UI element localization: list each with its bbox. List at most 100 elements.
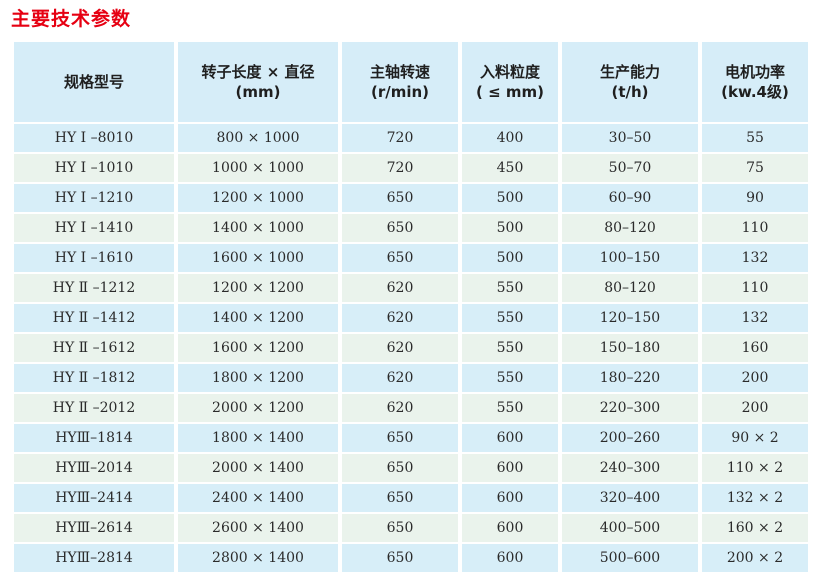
table-cell: 650	[342, 544, 458, 572]
table-cell: 650	[342, 214, 458, 242]
table-row: HYⅢ–2414 2400 × 1400 650 600 320–400 132 × 2	[14, 484, 808, 512]
table-cell: 550	[462, 274, 558, 302]
table-cell: 200	[702, 364, 808, 392]
table-cell: 620	[342, 334, 458, 362]
table-cell: 150–180	[562, 334, 698, 362]
table-cell: 550	[462, 364, 558, 392]
table-row: HY Ⅱ –1612 1600 × 1200 620 550 150–180 160	[14, 334, 808, 362]
table-row: HYⅢ–1814 1800 × 1400 650 600 200–260 90 × 2	[14, 424, 808, 452]
table-header: 规格型号 转子长度 × 直径 (mm) 主轴转速 (r/min) 入料粒度 ( …	[14, 42, 808, 122]
table-cell: 220–300	[562, 394, 698, 422]
column-label: 规格型号	[63, 72, 124, 91]
column-header-capacity: 生产能力 (t/h)	[562, 42, 698, 122]
table-row: HY Ⅱ –1212 1200 × 1200 620 550 80–120 110	[14, 274, 808, 302]
table-body: HY Ⅰ –8010 800 × 1000 720 400 30–50 55 HY Ⅰ –1…	[14, 124, 808, 572]
table-cell: HYⅢ–2414	[14, 484, 174, 512]
table-cell: 90	[702, 184, 808, 212]
table-cell: 650	[342, 514, 458, 542]
table-cell: 600	[462, 454, 558, 482]
table-cell: 1400 × 1200	[178, 304, 338, 332]
table-row: HY Ⅱ –1412 1400 × 1200 620 550 120–150 132	[14, 304, 808, 332]
table-cell: 2000 × 1200	[178, 394, 338, 422]
table-cell: HY Ⅰ –1410	[14, 214, 174, 242]
table-cell: 1200 × 1200	[178, 274, 338, 302]
table-cell: 200–260	[562, 424, 698, 452]
table-row: HY Ⅰ –1610 1600 × 1000 650 500 100–150 132	[14, 244, 808, 272]
table-cell: 650	[342, 424, 458, 452]
column-unit: (mm)	[235, 83, 281, 101]
table-cell: HYⅢ–2014	[14, 454, 174, 482]
table-cell: 600	[462, 484, 558, 512]
table-cell: 240–300	[562, 454, 698, 482]
table-cell: 500	[462, 184, 558, 212]
table-cell: 110	[702, 214, 808, 242]
column-header-rotor-size: 转子长度 × 直径 (mm)	[178, 42, 338, 122]
table-cell: 1000 × 1000	[178, 154, 338, 182]
table-row: HYⅢ–2014 2000 × 1400 650 600 240–300 110 × 2	[14, 454, 808, 482]
table-cell: 620	[342, 304, 458, 332]
column-label: 入料粒度	[479, 62, 540, 81]
table-cell: 200 × 2	[702, 544, 808, 572]
table-cell: HY Ⅰ –1010	[14, 154, 174, 182]
table-row: HY Ⅱ –2012 2000 × 1200 620 550 220–300 200	[14, 394, 808, 422]
table-cell: 2600 × 1400	[178, 514, 338, 542]
table-cell: 600	[462, 514, 558, 542]
table-cell: HY Ⅱ –1412	[14, 304, 174, 332]
column-label: 主轴转速	[369, 62, 430, 81]
table-row: HY Ⅰ –1410 1400 × 1000 650 500 80–120 110	[14, 214, 808, 242]
column-header-spindle-speed: 主轴转速 (r/min)	[342, 42, 458, 122]
header-row: 规格型号 转子长度 × 直径 (mm) 主轴转速 (r/min) 入料粒度 ( …	[14, 42, 808, 122]
table-cell: 450	[462, 154, 558, 182]
table-cell: 90 × 2	[702, 424, 808, 452]
table-cell: 500–600	[562, 544, 698, 572]
table-cell: 800 × 1000	[178, 124, 338, 152]
table-cell: 720	[342, 124, 458, 152]
table-cell: HY Ⅱ –1812	[14, 364, 174, 392]
table-cell: 1800 × 1200	[178, 364, 338, 392]
table-cell: 110 × 2	[702, 454, 808, 482]
table-cell: 1600 × 1000	[178, 244, 338, 272]
table-cell: 80–120	[562, 214, 698, 242]
table-cell: HYⅢ–2814	[14, 544, 174, 572]
table-cell: 400–500	[562, 514, 698, 542]
table-cell: 600	[462, 544, 558, 572]
column-unit: (t/h)	[611, 83, 649, 101]
table-cell: 200	[702, 394, 808, 422]
table-cell: 550	[462, 334, 558, 362]
table-cell: 550	[462, 304, 558, 332]
table-row: HY Ⅰ –1210 1200 × 1000 650 500 60–90 90	[14, 184, 808, 212]
table-cell: HY Ⅱ –1612	[14, 334, 174, 362]
table-cell: HY Ⅰ –1210	[14, 184, 174, 212]
table-cell: 30–50	[562, 124, 698, 152]
table-cell: 620	[342, 394, 458, 422]
table-cell: 2400 × 1400	[178, 484, 338, 512]
table-cell: 650	[342, 184, 458, 212]
table-cell: 2800 × 1400	[178, 544, 338, 572]
table-cell: HY Ⅱ –1212	[14, 274, 174, 302]
column-label: 生产能力	[599, 62, 660, 81]
table-cell: 110	[702, 274, 808, 302]
table-cell: 75	[702, 154, 808, 182]
page-title: 主要技术参数	[11, 8, 132, 30]
table-cell: 500	[462, 214, 558, 242]
table-cell: 120–150	[562, 304, 698, 332]
table-cell: 180–220	[562, 364, 698, 392]
column-label: 电机功率	[724, 62, 785, 81]
table-cell: HY Ⅱ –2012	[14, 394, 174, 422]
table-cell: 100–150	[562, 244, 698, 272]
table-cell: 400	[462, 124, 558, 152]
table-cell: 1600 × 1200	[178, 334, 338, 362]
table-cell: 1200 × 1000	[178, 184, 338, 212]
specs-table: 规格型号 转子长度 × 直径 (mm) 主轴转速 (r/min) 入料粒度 ( …	[10, 40, 812, 574]
table-cell: 620	[342, 274, 458, 302]
table-cell: 650	[342, 454, 458, 482]
table-cell: 60–90	[562, 184, 698, 212]
table-cell: 650	[342, 484, 458, 512]
table-cell: 2000 × 1400	[178, 454, 338, 482]
table-cell: 132 × 2	[702, 484, 808, 512]
table-row: HY Ⅰ –1010 1000 × 1000 720 450 50–70 75	[14, 154, 808, 182]
table-row: HYⅢ–2614 2600 × 1400 650 600 400–500 160 × 2	[14, 514, 808, 542]
column-header-motor-power: 电机功率 (kw.4级)	[702, 42, 808, 122]
table-row: HY Ⅱ –1812 1800 × 1200 620 550 180–220 200	[14, 364, 808, 392]
table-cell: HYⅢ–1814	[14, 424, 174, 452]
